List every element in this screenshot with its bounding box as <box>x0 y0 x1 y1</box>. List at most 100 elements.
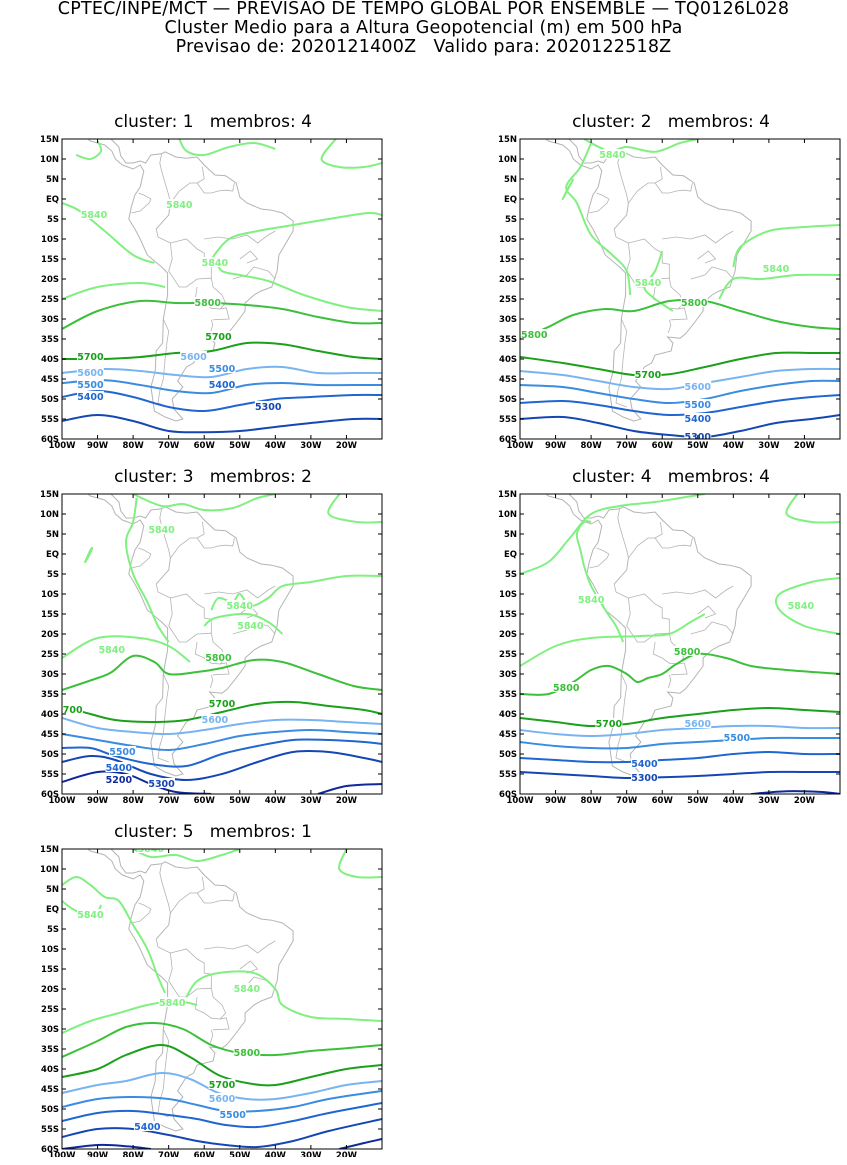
contour-label: 5840 <box>599 150 626 161</box>
lon-label: 50W <box>229 1151 251 1157</box>
lon-label: 100W <box>48 441 76 451</box>
contour-label: 5840 <box>202 258 229 269</box>
lon-label: 40W <box>265 441 287 451</box>
contour-5840 <box>185 970 382 1022</box>
lat-label: 10N <box>498 155 517 165</box>
country-border <box>157 673 170 763</box>
country-border <box>239 250 259 264</box>
lat-label: 40S <box>41 355 59 365</box>
contour-label-bg <box>208 698 236 708</box>
lon-label: 50W <box>229 796 251 806</box>
contour-5300 <box>62 413 382 434</box>
country-border <box>628 238 670 279</box>
lat-label: 5N <box>504 175 517 185</box>
country-border <box>628 593 670 634</box>
country-border <box>155 508 171 585</box>
contour-label: 5840 <box>763 264 790 275</box>
cluster-panel-1: cluster: 1 membros: 4 5840 5840 5840 5800 57… <box>30 110 396 455</box>
contour-label: 5840 <box>227 601 254 612</box>
contour-label: 5840 <box>159 998 186 1009</box>
lat-label: 60S <box>499 790 517 800</box>
contour-5500 <box>62 379 382 395</box>
lon-label: 50W <box>687 441 709 451</box>
country-border <box>613 521 663 627</box>
country-border <box>697 605 717 619</box>
contour-label-bg <box>77 351 104 361</box>
lat-label: 30S <box>41 670 59 680</box>
panel-title: cluster: 5 membros: 1 <box>114 822 312 842</box>
contour-label-bg <box>208 1079 236 1089</box>
contour-label: 5500 <box>109 747 136 758</box>
contour-label-bg <box>194 297 222 307</box>
contour-5840 <box>62 875 167 994</box>
lat-label: EQ <box>46 550 59 560</box>
lat-label: 5S <box>505 570 517 580</box>
country-border <box>157 1028 170 1118</box>
lat-label: 40S <box>41 1065 59 1075</box>
contour-5840 <box>210 574 382 611</box>
contour-label: 5400 <box>106 763 133 774</box>
lat-label: 60S <box>41 435 59 445</box>
lat-label: 35S <box>499 335 517 345</box>
lon-label: 70W <box>616 441 638 451</box>
country-border <box>155 521 205 627</box>
lat-label: 55S <box>499 415 517 425</box>
lon-label: 70W <box>158 796 180 806</box>
contour-5840 <box>785 494 840 524</box>
country-border <box>155 876 205 982</box>
coastline <box>87 139 294 422</box>
contour-label-bg <box>577 594 605 604</box>
lat-label: 35S <box>41 335 59 345</box>
contour-label-bg <box>237 620 264 630</box>
lat-label: 10N <box>40 155 59 165</box>
contour-label: 5300 <box>631 773 658 784</box>
lon-label: 20W <box>794 441 816 451</box>
contour-5500 <box>520 736 840 750</box>
lat-label: 10N <box>498 510 517 520</box>
lon-label: 30W <box>300 441 322 451</box>
panel-title: cluster: 1 membros: 4 <box>114 112 312 132</box>
contour-label: 5700 <box>205 332 232 343</box>
cluster-panel-4: cluster: 4 membros: 4 5840 5840 5800 5800 57… <box>488 465 847 810</box>
country-border <box>239 960 259 974</box>
lon-label: 40W <box>723 796 745 806</box>
contour-label: 5700 <box>77 352 104 363</box>
country-border <box>168 270 230 321</box>
contour-label: 5400 <box>134 1122 161 1133</box>
contour-5400 <box>62 1102 382 1129</box>
lat-label: 5S <box>47 215 59 225</box>
contour-label: 5840 <box>99 645 126 656</box>
contour-label: 5300 <box>148 779 175 790</box>
contour-label-bg <box>180 351 207 361</box>
country-border <box>155 863 171 940</box>
lon-label: 90W <box>545 796 567 806</box>
lat-label: 50S <box>499 395 517 405</box>
cluster-panel-3: cluster: 3 membros: 2 5840 5840 5840 5840 58… <box>30 465 396 810</box>
lat-label: 30S <box>41 315 59 325</box>
panel-title: cluster: 4 membros: 4 <box>572 467 770 487</box>
lat-label: 10N <box>40 865 59 875</box>
contour-label: 700 <box>63 705 83 716</box>
contour-label-bg <box>77 391 104 401</box>
lat-label: 15S <box>499 255 517 265</box>
lat-label: 40S <box>499 355 517 365</box>
lat-label: 20S <box>499 630 517 640</box>
map-svg: 5840584058405800580057005600550054005300… <box>498 135 841 451</box>
contour-label: 5800 <box>674 647 701 658</box>
country-border <box>690 621 734 635</box>
contour-label-bg <box>631 758 658 768</box>
contour-label: 5840 <box>81 210 108 221</box>
lon-label: 40W <box>723 441 745 451</box>
contour-5800 <box>62 299 382 330</box>
contour-label: 5500 <box>219 1110 246 1121</box>
figure-header: CPTEC/INPE/MCT — PREVISAO DE TEMPO GLOBA… <box>0 0 847 57</box>
lat-label: 45S <box>499 375 517 385</box>
lat-label: 60S <box>499 435 517 445</box>
contour-label-bg <box>105 774 133 784</box>
lat-label: 20S <box>41 275 59 285</box>
country-border <box>209 1029 214 1044</box>
contour-label-bg <box>105 762 133 772</box>
lon-label: 80W <box>581 796 603 806</box>
contour-5840 <box>124 497 170 643</box>
lat-label: 35S <box>41 1045 59 1055</box>
